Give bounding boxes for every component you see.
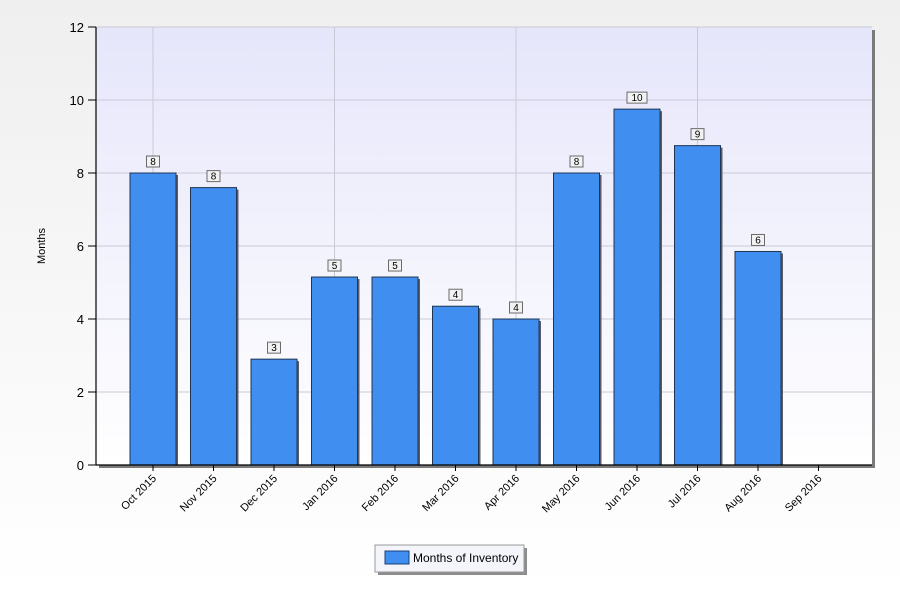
data-label: 8 [574,157,580,168]
bar [613,108,661,466]
x-tick-label: Jul 2016 [666,473,704,511]
bar [553,172,600,466]
data-label: 6 [755,235,761,246]
data-label: 10 [631,93,643,104]
bar [432,305,479,466]
y-tick-label: 0 [77,458,84,473]
y-tick-label: 6 [77,239,84,254]
data-label-box [690,128,705,141]
x-tick-label: Sep 2016 [783,473,825,515]
data-label-box [206,170,221,183]
legend: Months of Inventory [374,544,527,575]
data-label: 4 [513,303,519,314]
data-label-box [267,341,281,354]
data-label-box [751,233,765,246]
data-label: 8 [211,172,217,183]
x-tick-label: Oct 2015 [119,473,159,513]
x-tick-label: Dec 2015 [238,473,280,515]
y-tick-label: 12 [70,20,84,35]
x-tick-label: Mar 2016 [420,473,461,514]
data-label: 3 [271,343,277,354]
y-tick-label: 2 [77,385,84,400]
data-label: 5 [392,261,398,272]
data-label: 9 [695,130,701,141]
x-tick-label: May 2016 [540,473,583,516]
data-label-box [388,259,402,272]
x-tick-label: Apr 2016 [482,473,522,513]
x-tick-label: Aug 2016 [722,473,764,515]
x-tick-label: Jan 2016 [300,473,340,513]
y-tick-label: 8 [77,166,84,181]
data-label: 8 [150,157,156,168]
x-tick-label: Nov 2015 [178,473,220,515]
y-axis-label: Months [36,227,48,264]
x-tick-label: Jun 2016 [603,473,643,513]
data-label-box [626,91,648,104]
data-label-box [327,259,342,272]
y-tick-label: 10 [70,93,84,108]
x-tick-label: Feb 2016 [360,473,401,514]
y-tick-label: 4 [77,312,84,327]
legend-label: Months of Inventory [413,551,518,565]
bar [129,172,177,466]
bar [492,318,540,466]
bar [250,358,298,466]
data-label: 4 [453,290,459,301]
bar [371,276,419,466]
data-label-box [509,301,523,314]
legend-swatch [384,550,410,565]
bar [674,145,721,466]
data-label-box [146,155,160,168]
bar [734,250,782,466]
bar [311,276,358,466]
data-label-box [448,288,463,301]
bar [190,187,237,466]
data-label: 5 [332,261,338,272]
data-label-box [569,155,584,168]
